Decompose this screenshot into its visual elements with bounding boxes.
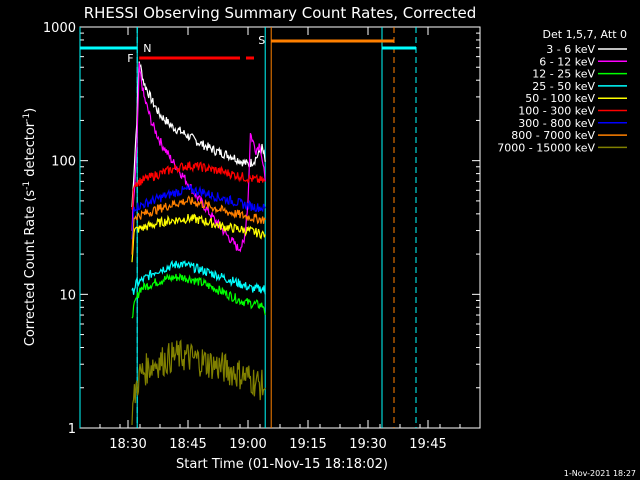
- series-line: [131, 213, 266, 263]
- x-tick-label: 19:45: [409, 437, 446, 452]
- x-tick-label: 19:15: [289, 437, 326, 452]
- series-line: [131, 161, 266, 210]
- legend-label: 300 - 800 keV: [518, 117, 595, 130]
- series-line: [131, 259, 266, 295]
- plot-area: 1 10 100 1000 18:30 18:45 19:00 19:15 19:30 19:45…: [43, 21, 627, 452]
- legend-label: 800 - 7000 keV: [511, 129, 595, 142]
- legend-label: 100 - 300 keV: [518, 105, 595, 118]
- series-line: [131, 272, 266, 319]
- legend-label: 25 - 50 keV: [532, 80, 595, 93]
- saa-label: S: [258, 34, 265, 47]
- y-axis-label: Corrected Count Rate (s-1 detector-1): [22, 108, 38, 346]
- series-line: [131, 61, 266, 208]
- x-tick-label: 19:00: [229, 437, 266, 452]
- legend-label: 3 - 6 keV: [546, 43, 595, 56]
- chart-title: RHESSI Observing Summary Count Rates, Co…: [84, 4, 477, 22]
- y-tick-label: 100: [51, 155, 76, 170]
- footer-date: 1-Nov-2021 18:27: [564, 469, 636, 478]
- x-tick-label: 18:45: [169, 437, 206, 452]
- legend-header: Det 1,5,7, Att 0: [543, 28, 627, 41]
- y-tick-label: 1000: [43, 21, 76, 36]
- series-line: [131, 339, 266, 426]
- night-label: N: [143, 42, 151, 55]
- y-tick-label: 10: [59, 288, 76, 303]
- series-line: [131, 183, 266, 240]
- legend-label: 12 - 25 keV: [532, 68, 595, 81]
- series-line: [131, 195, 266, 255]
- legend-label: 6 - 12 keV: [539, 55, 595, 68]
- x-tick-label: 18:30: [109, 437, 146, 452]
- flare-label: F: [127, 52, 133, 65]
- y-tick-label: 1: [68, 422, 76, 437]
- x-axis-label: Start Time (01-Nov-15 18:18:02): [176, 457, 388, 472]
- legend-label: 50 - 100 keV: [525, 92, 595, 105]
- legend-label: 7000 - 15000 keV: [497, 141, 595, 154]
- x-tick-label: 19:30: [349, 437, 386, 452]
- series-line: [131, 62, 266, 253]
